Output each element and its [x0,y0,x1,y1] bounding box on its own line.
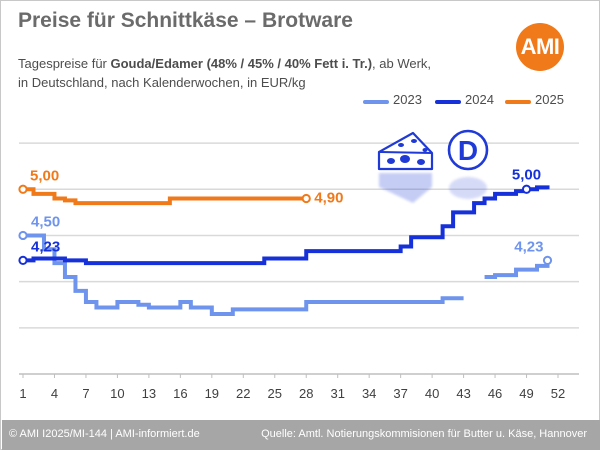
x-tick-label: 37 [393,386,407,401]
x-tick-label: 19 [205,386,219,401]
x-tick-label: 28 [299,386,313,401]
data-point-2024 [521,184,532,194]
series-line-2025 [23,187,307,206]
legend-line-2024 [435,100,461,104]
subtitle-text-end: , ab Werk, [372,56,432,71]
data-point-2025 [18,184,28,194]
x-tick-label: 43 [456,386,470,401]
data-point-2023 [542,255,553,265]
footer-source: Quelle: Amtl. Notierungskommisionen für … [261,428,587,440]
subtitle-line-2: in Deutschland, nach Kalenderwochen, in … [18,75,306,90]
x-tick-label: 31 [330,386,344,401]
x-tick-label: 49 [519,386,533,401]
footer-bar: © AMI I2025/MI-144 | AMI-informiert.de Q… [2,420,600,450]
chart-title: Preise für Schnittkäse – Brotware [18,9,353,32]
data-point-2025 [301,193,311,204]
footer-copyright: © AMI I2025/MI-144 | AMI-informiert.de [9,428,200,440]
data-label-2024: 4,23 [31,238,60,255]
svg-text:D: D [458,135,478,166]
x-tick-label: 7 [82,386,89,401]
x-tick-label: 52 [551,386,565,401]
data-label-2023: 4,23 [514,238,543,255]
legend-label-2025: 2025 [535,92,564,107]
chart-subtitle: Tagespreise für Gouda/Edamer (48% / 45% … [18,54,431,92]
subtitle-text-start: Tagespreise für [18,56,111,71]
ami-logo: AMI [516,23,564,71]
x-tick-label: 4 [51,386,58,401]
legend-line-2023 [363,100,389,104]
legend-line-2025 [505,100,531,104]
series-line-2024 [23,185,550,266]
data-point-2024 [18,255,28,265]
x-tick-label: 13 [142,386,156,401]
x-tick-label: 22 [236,386,250,401]
series-line-2023 [484,260,550,280]
x-tick-label: 10 [110,386,124,401]
cheese-icon [377,131,434,203]
legend-label-2024: 2024 [465,92,494,107]
x-tick-label: 1 [19,386,26,401]
x-tick-label: 25 [268,386,282,401]
germany-d-badge-icon: D [447,129,489,199]
x-tick-label: 46 [488,386,502,401]
data-label-2025: 4,90 [314,190,343,207]
series-line-2023 [23,233,464,316]
chart-plot: D 4,50 4,23 4,23 5,00 5,00 4,90 1 4 7 10 13 16 19 22… [18,129,579,401]
x-tick-label: 16 [173,386,187,401]
x-tick-label: 40 [425,386,439,401]
legend: 2023 2024 2025 [1,91,600,111]
data-point-2023 [18,230,28,241]
data-label-2024: 5,00 [512,166,541,183]
legend-label-2023: 2023 [393,92,422,107]
data-label-2025: 5,00 [30,167,59,184]
data-label-2023: 4,50 [31,213,60,230]
x-tick-label: 34 [362,386,376,401]
subtitle-product: Gouda/Edamer (48% / 45% / 40% Fett i. Tr… [110,56,373,71]
